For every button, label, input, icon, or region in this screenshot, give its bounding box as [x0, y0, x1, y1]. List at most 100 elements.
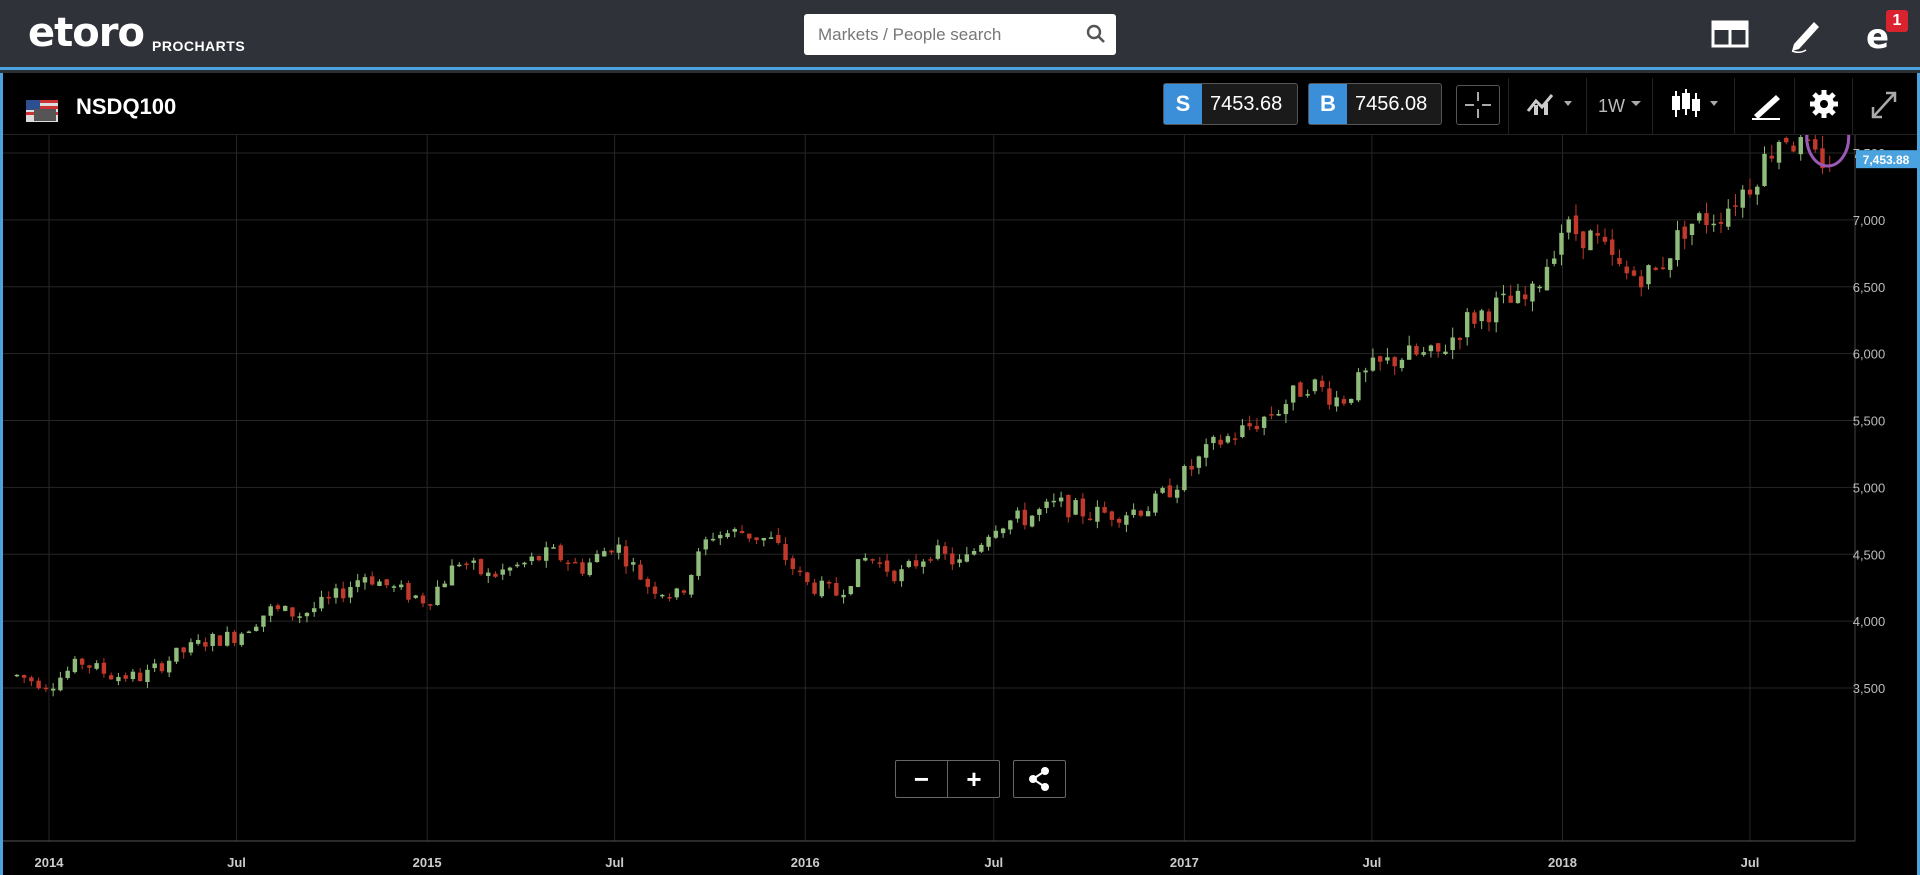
- candle-up: [1559, 232, 1564, 255]
- candle-up: [1203, 444, 1209, 458]
- candle-down: [645, 578, 650, 588]
- candle-down: [580, 562, 585, 574]
- candle-up: [674, 588, 679, 598]
- price-chart[interactable]: 3,500 4,000 4,500 5,000 5,500 6,000 6,500 7,000…: [3, 135, 1917, 875]
- timeframe-selector[interactable]: 1W: [1598, 96, 1625, 116]
- candle-down: [877, 562, 883, 564]
- candle-up: [703, 539, 708, 550]
- candle-up: [152, 663, 157, 669]
- candle-down: [29, 677, 34, 682]
- search-box[interactable]: [804, 14, 1116, 55]
- candle-down: [1523, 294, 1528, 300]
- candle-up: [848, 586, 854, 595]
- candle-up: [224, 631, 230, 646]
- etoro-logo[interactable]: etoro: [28, 10, 145, 56]
- gear-icon[interactable]: [1806, 83, 1842, 125]
- candle-up: [551, 547, 556, 549]
- candle-down: [1341, 399, 1347, 404]
- candlestick-type-icon[interactable]: [1668, 83, 1728, 125]
- candle-up: [1334, 397, 1339, 407]
- candle-up: [964, 554, 970, 562]
- candle-down: [892, 570, 897, 582]
- candle-up: [1145, 511, 1151, 517]
- candle-up: [355, 580, 360, 587]
- candle-down: [1087, 518, 1093, 521]
- candle-up: [1755, 186, 1760, 195]
- x-tick-label: Jul: [984, 855, 1003, 870]
- candle-up: [297, 616, 302, 618]
- candle-down: [1167, 485, 1173, 498]
- crosshair-button[interactable]: [1456, 85, 1500, 125]
- toolbar-divider: [1794, 78, 1795, 134]
- candle-up: [979, 544, 984, 552]
- y-tick-label: 4,000: [1853, 614, 1886, 629]
- candle-up: [1160, 488, 1165, 493]
- candle-down: [913, 560, 919, 567]
- candle-down: [870, 559, 875, 561]
- x-tick-label: Jul: [1362, 855, 1381, 870]
- zoom-in-button[interactable]: +: [966, 764, 982, 794]
- candle-up: [1406, 345, 1412, 360]
- candle-up: [1479, 310, 1484, 322]
- highlight-circle: [1805, 135, 1851, 168]
- candle-up: [957, 559, 962, 563]
- layout-icon[interactable]: [1710, 14, 1750, 54]
- instrument-symbol[interactable]: NSDQ100: [76, 94, 177, 119]
- pencil-icon[interactable]: [1786, 14, 1826, 54]
- candle-up: [14, 674, 20, 677]
- candle-up: [1044, 501, 1049, 508]
- candle-up: [529, 556, 534, 562]
- candle-up: [94, 663, 99, 669]
- candle-down: [652, 586, 658, 594]
- candle-down: [232, 631, 237, 643]
- buy-button[interactable]: B 7456.08: [1308, 83, 1442, 125]
- toolbar-divider: [1852, 78, 1853, 134]
- sell-button[interactable]: S 7453.68: [1163, 83, 1298, 125]
- x-tick-label: 2017: [1170, 855, 1199, 870]
- candle-up: [442, 583, 447, 588]
- candle-up: [616, 544, 621, 553]
- zoom-out-button[interactable]: −: [896, 761, 948, 797]
- zoom-controls: − +: [895, 760, 1000, 798]
- candle-up: [1037, 509, 1042, 515]
- candle-up: [1515, 290, 1521, 304]
- candle-up: [58, 677, 63, 691]
- candle-down: [536, 555, 542, 561]
- candle-up: [1450, 337, 1455, 351]
- candle-down: [1595, 233, 1600, 236]
- x-tick-label: 2018: [1548, 855, 1577, 870]
- candle-down: [573, 561, 578, 564]
- notification-badge[interactable]: 1: [1886, 10, 1908, 32]
- candle-up: [761, 537, 766, 541]
- search-input[interactable]: [818, 14, 1078, 55]
- candle-down: [159, 663, 165, 672]
- candle-up: [391, 586, 397, 588]
- etoro-user-icon[interactable]: e: [1862, 14, 1902, 54]
- drawing-tools-icon[interactable]: [1746, 83, 1786, 125]
- indicators-icon[interactable]: [1522, 83, 1582, 125]
- share-button[interactable]: [1013, 760, 1066, 798]
- candle-up: [906, 561, 912, 567]
- candle-up: [1493, 297, 1499, 323]
- candle-down: [1254, 425, 1260, 430]
- candle-up: [863, 557, 868, 561]
- candle-up: [515, 564, 520, 567]
- candle-up: [1283, 404, 1289, 415]
- candle-up: [246, 631, 252, 634]
- candle-down: [1472, 312, 1477, 324]
- search-icon[interactable]: [1086, 24, 1106, 44]
- candle-up: [841, 594, 846, 598]
- fullscreen-icon[interactable]: [1866, 83, 1902, 125]
- toolbar-divider: [1734, 78, 1735, 134]
- chevron-down-icon[interactable]: [1628, 83, 1644, 125]
- candle-up: [1312, 379, 1318, 392]
- candle-down: [290, 607, 295, 617]
- candle-up: [1240, 425, 1245, 437]
- candle-up: [689, 574, 694, 595]
- candle-up: [500, 569, 505, 575]
- last-price-marker: [1856, 150, 1917, 169]
- candle-down: [739, 531, 745, 534]
- candle-down: [108, 675, 114, 680]
- toolbar-divider: [1652, 78, 1653, 134]
- candle-down: [1747, 189, 1753, 195]
